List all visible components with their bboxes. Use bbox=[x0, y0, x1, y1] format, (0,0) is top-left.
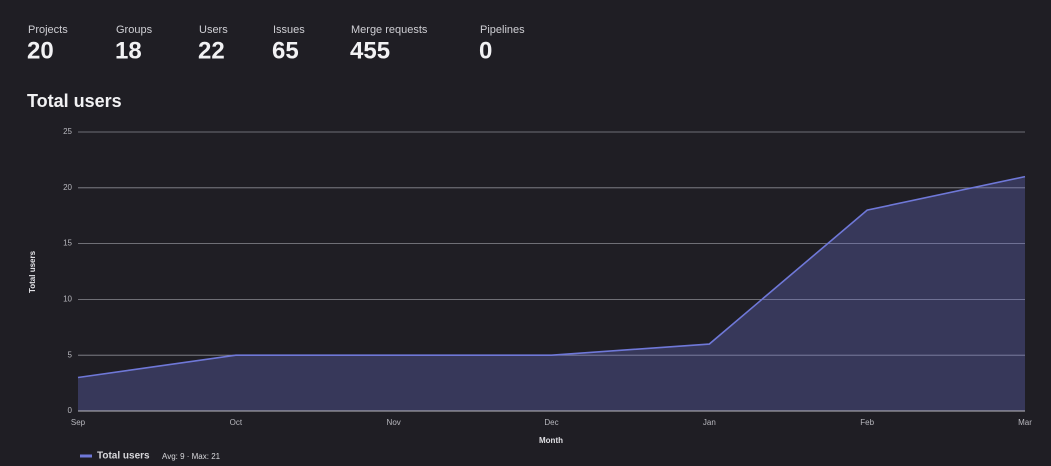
y-tick-label: 15 bbox=[63, 239, 72, 248]
y-tick-label: 0 bbox=[68, 406, 73, 415]
stat-label: Merge requests bbox=[351, 24, 428, 36]
legend-summary: Avg: 9 · Max: 21 bbox=[162, 452, 221, 461]
stat-value: 455 bbox=[350, 37, 390, 64]
area-fill bbox=[78, 176, 1025, 411]
stat-label: Users bbox=[199, 24, 228, 36]
y-tick-label: 20 bbox=[63, 183, 72, 192]
stat-value: 20 bbox=[27, 37, 54, 64]
stat-value: 18 bbox=[115, 37, 142, 64]
x-tick-label: Mar bbox=[1018, 418, 1032, 427]
stat-label: Groups bbox=[116, 24, 153, 36]
stat-label: Pipelines bbox=[480, 24, 525, 36]
x-tick-label: Sep bbox=[71, 418, 86, 427]
stat-value: 65 bbox=[272, 37, 299, 64]
y-tick-label: 10 bbox=[63, 295, 72, 304]
x-tick-label: Dec bbox=[544, 418, 558, 427]
y-tick-label: 25 bbox=[63, 127, 72, 136]
stat-label: Projects bbox=[28, 24, 68, 36]
x-tick-label: Feb bbox=[860, 418, 874, 427]
y-axis-label: Total users bbox=[28, 250, 37, 293]
x-tick-label: Nov bbox=[387, 418, 401, 427]
y-tick-label: 5 bbox=[68, 350, 73, 359]
stat-value: 22 bbox=[198, 37, 225, 64]
x-tick-label: Oct bbox=[230, 418, 243, 427]
stat-label: Issues bbox=[273, 24, 305, 36]
legend-label: Total users bbox=[97, 451, 150, 462]
x-tick-label: Jan bbox=[703, 418, 716, 427]
area-line bbox=[77, 175, 1026, 379]
chart-title: Total users bbox=[27, 91, 122, 111]
x-axis-label: Month bbox=[539, 436, 563, 445]
stat-value: 0 bbox=[479, 37, 492, 64]
